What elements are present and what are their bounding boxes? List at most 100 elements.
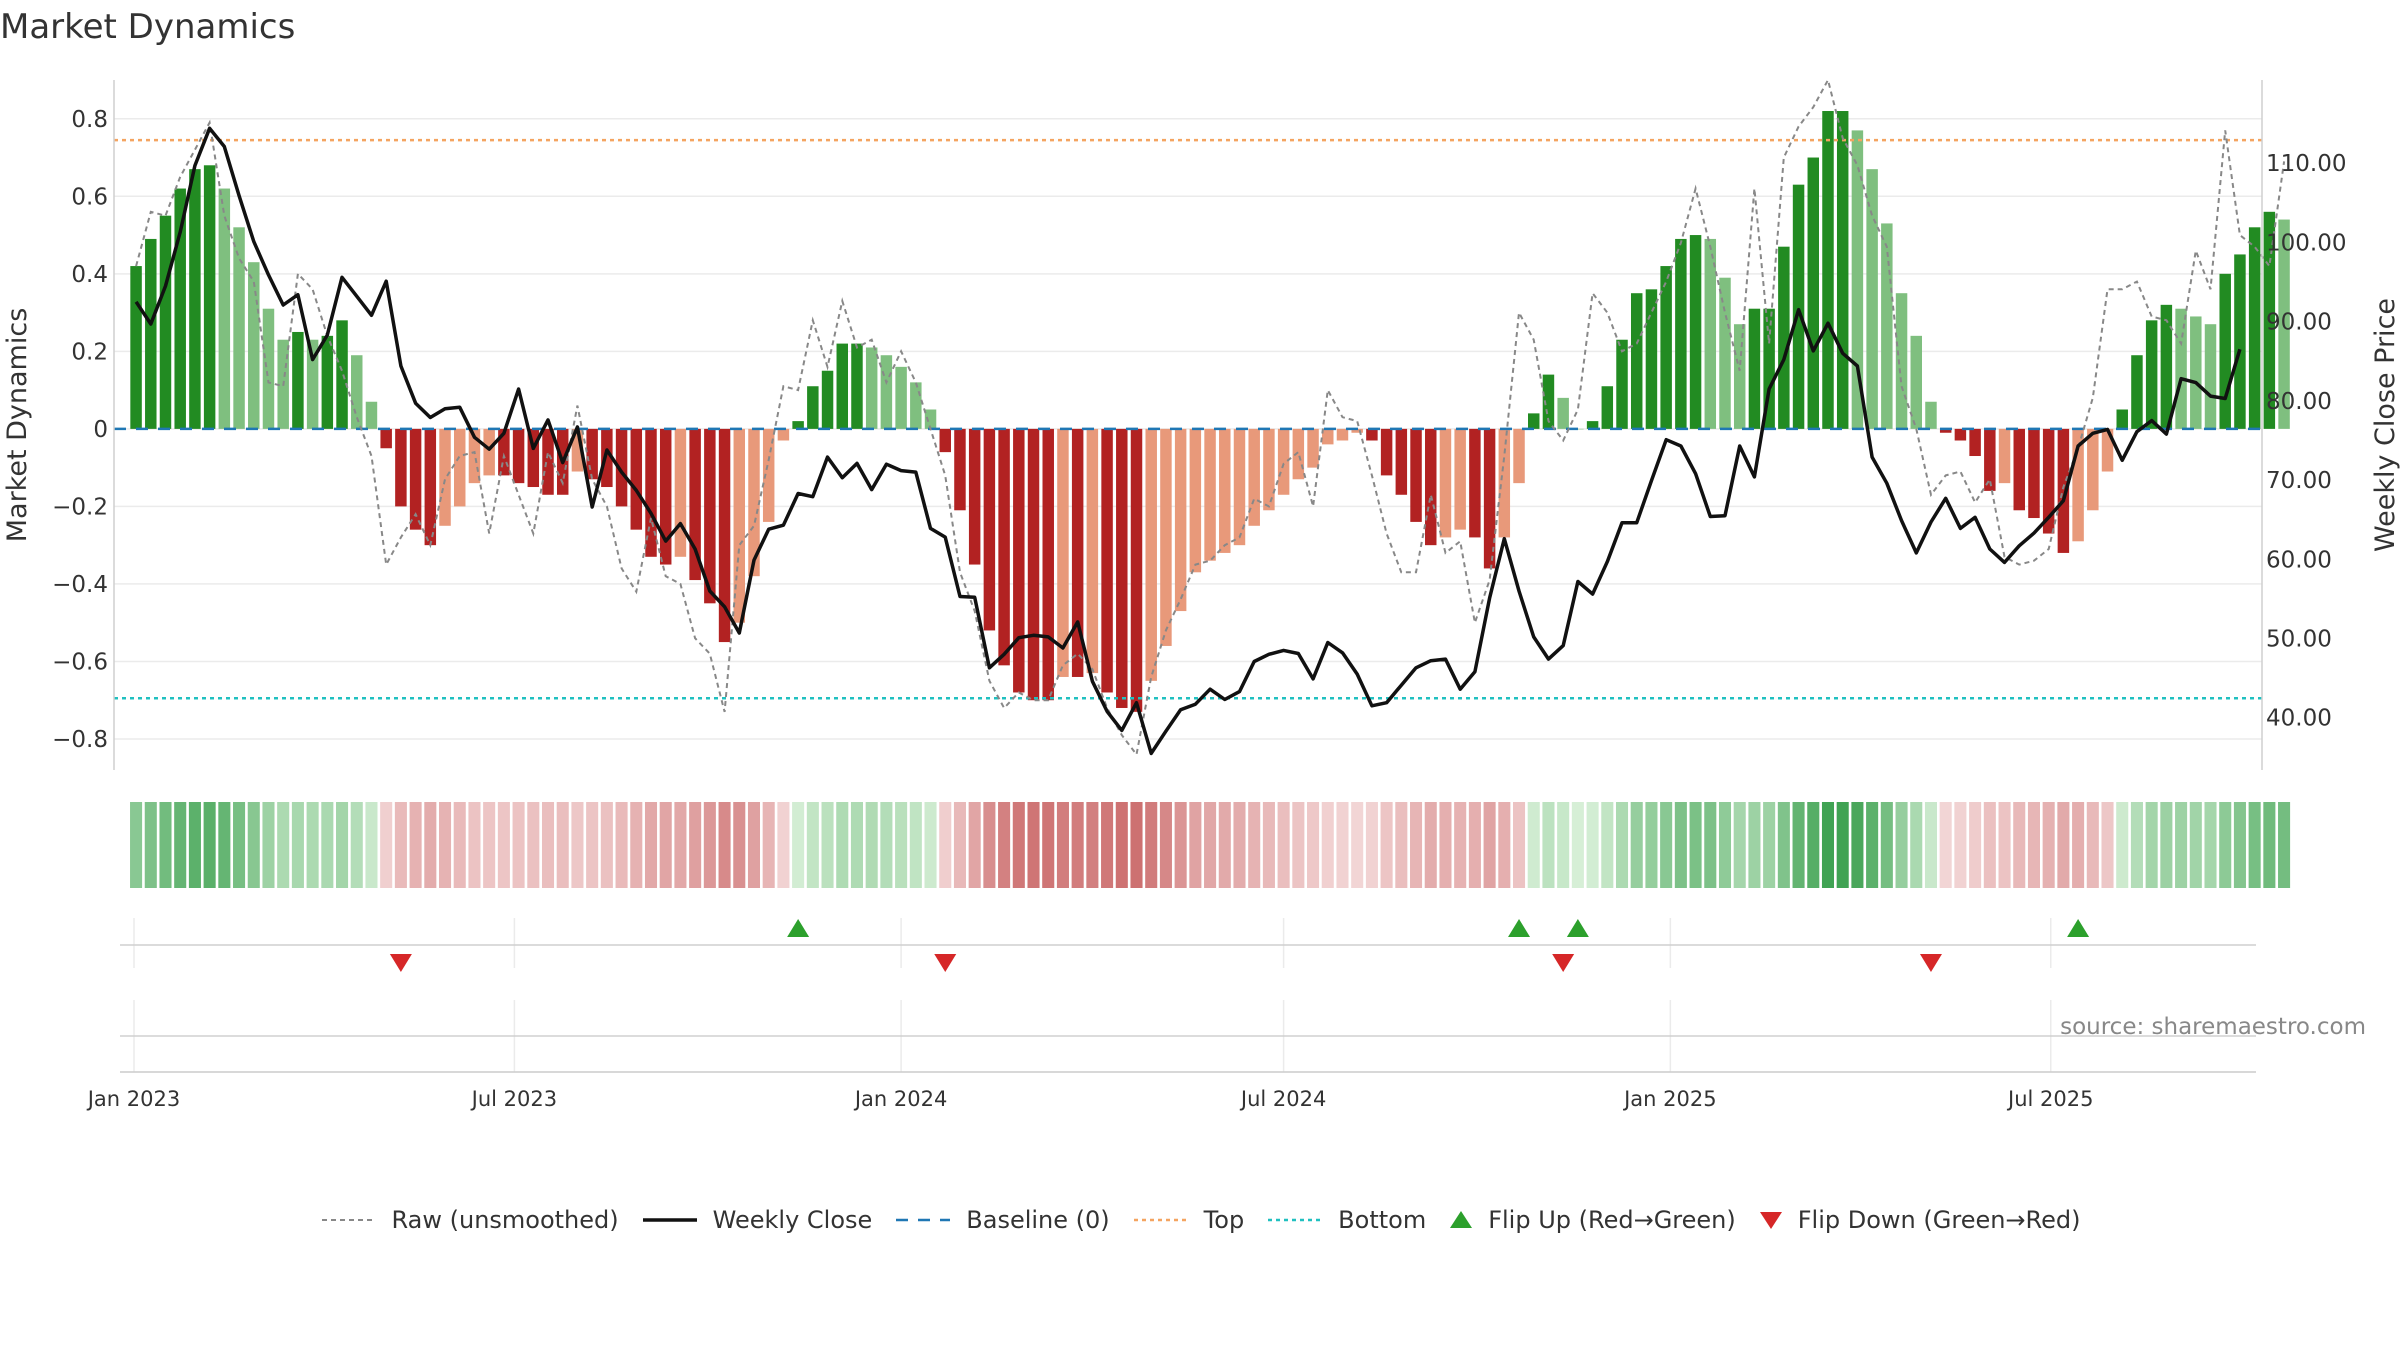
- strength-cell: [2072, 802, 2085, 888]
- dynamics-bar: [1395, 428, 1408, 495]
- y-left-tick-label: 0: [93, 417, 108, 443]
- dynamics-bar: [1733, 324, 1746, 429]
- legend-item-flip_down: Flip Down (Green→Red): [1758, 1206, 2081, 1234]
- dynamics-bar: [380, 428, 392, 449]
- dynamics-bar: [527, 428, 540, 488]
- dynamics-bar: [1881, 223, 1893, 429]
- dynamics-bar: [145, 238, 157, 429]
- dynamics-bar: [1145, 428, 1157, 681]
- dynamics-bar: [1204, 428, 1216, 561]
- dynamics-bar: [483, 428, 495, 476]
- y-left-axis-label: Market Dynamics: [2, 308, 33, 543]
- dynamics-bar: [1763, 308, 1775, 429]
- dynamics-bar: [1469, 428, 1481, 538]
- strength-cell: [1542, 802, 1555, 888]
- flip-down-marker: [1552, 954, 1575, 972]
- dynamics-bar: [498, 428, 510, 476]
- dynamics-bar: [1513, 428, 1525, 484]
- dynamics-bar: [645, 428, 657, 557]
- dynamics-bar: [2101, 428, 2114, 472]
- strength-cell: [453, 802, 466, 888]
- strength-cell: [615, 802, 628, 888]
- strength-cell: [1321, 802, 1334, 888]
- strength-cell: [2042, 802, 2055, 888]
- strength-cell: [571, 802, 584, 888]
- strength-cell: [394, 802, 407, 888]
- y-right-tick-label: 40.00: [2266, 706, 2332, 732]
- dynamics-bar: [409, 428, 422, 530]
- strength-cell: [1586, 802, 1599, 888]
- dynamics-bar: [351, 355, 363, 429]
- y-left-tick-label: −0.2: [52, 494, 108, 520]
- strength-cell: [174, 802, 187, 888]
- strength-cell: [2278, 802, 2291, 888]
- dynamics-bar: [821, 370, 834, 429]
- flip-down-marker: [1919, 954, 1942, 972]
- dynamics-bar: [439, 428, 451, 526]
- strength-cell: [600, 802, 613, 888]
- flip-up-marker: [2067, 919, 2090, 937]
- strength-cell: [1307, 802, 1320, 888]
- dynamics-bar: [2175, 308, 2187, 429]
- dynamics-bar: [1925, 401, 1937, 429]
- strength-cell: [1174, 802, 1187, 888]
- dynamics-bar: [306, 339, 319, 429]
- dynamics-bar: [1969, 428, 1981, 457]
- strength-cell: [2204, 802, 2217, 888]
- strength-cell: [880, 802, 893, 888]
- strength-cell: [1439, 802, 1452, 888]
- series-lines: [134, 77, 2286, 757]
- strength-cell: [262, 802, 275, 888]
- strength-cell: [2013, 802, 2026, 888]
- strength-cell: [1527, 802, 1540, 888]
- strength-cell: [1571, 802, 1584, 888]
- dynamics-bar: [1248, 428, 1260, 526]
- dynamics-bar: [689, 428, 701, 581]
- dynamics-bar: [1439, 428, 1452, 538]
- dynamics-bar: [1586, 421, 1599, 429]
- legend-item-bottom: Bottom: [1266, 1206, 1426, 1234]
- legend-swatch-flip_down: [1759, 1212, 1782, 1229]
- dynamics-bar: [2087, 428, 2099, 511]
- strength-cell: [924, 802, 937, 888]
- y-left-tick-label: −0.4: [52, 572, 108, 598]
- strength-cell: [1895, 802, 1908, 888]
- strength-cell: [2263, 802, 2276, 888]
- dynamics-bar: [807, 386, 819, 429]
- strength-cell: [703, 802, 716, 888]
- dynamics-bar: [1483, 428, 1496, 569]
- legend: Raw (unsmoothed) Weekly Close Baseline (0)…: [0, 1200, 2400, 1240]
- dynamics-bar: [601, 428, 613, 488]
- strength-cell: [2219, 802, 2232, 888]
- dynamics-bar: [1689, 235, 1702, 429]
- y-right-tick-label: 80.00: [2266, 389, 2332, 415]
- dynamics-bar: [2190, 316, 2202, 429]
- strength-cell: [1483, 802, 1496, 888]
- strength-cell: [1910, 802, 1923, 888]
- strength-cell: [1145, 802, 1158, 888]
- strength-cell: [895, 802, 908, 888]
- x-tick-label: Jul 2024: [1239, 1087, 1326, 1111]
- dynamics-bar: [836, 343, 848, 429]
- dynamics-bar: [983, 428, 996, 631]
- source-label: source: sharemaestro.com: [2060, 1014, 2366, 1040]
- dynamics-bar: [895, 366, 907, 429]
- strength-cell: [2248, 802, 2261, 888]
- y-left-tick-label: −0.8: [52, 727, 108, 753]
- dynamics-bar: [704, 428, 716, 604]
- dynamics-bar: [321, 335, 334, 429]
- strength-cell: [2130, 802, 2143, 888]
- strength-cell: [188, 802, 201, 888]
- strength-cell: [1630, 802, 1643, 888]
- y-left-tick-label: 0.8: [71, 107, 108, 133]
- dynamics-bar: [615, 428, 628, 507]
- legend-label: Raw (unsmoothed): [391, 1206, 619, 1234]
- strength-cell: [512, 802, 525, 888]
- dynamics-bar: [1498, 428, 1511, 538]
- dynamics-bar: [1380, 428, 1393, 476]
- strength-cell: [953, 802, 966, 888]
- dynamics-bar: [1322, 428, 1334, 445]
- dynamics-bar: [777, 428, 790, 441]
- dynamics-bar: [2248, 227, 2261, 429]
- dynamics-bar: [395, 428, 407, 507]
